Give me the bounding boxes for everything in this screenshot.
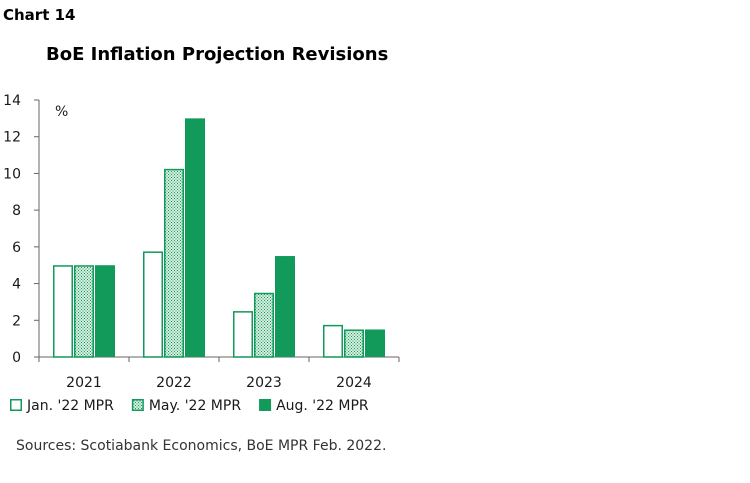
x-tick-label: 2024 [336,375,372,391]
y-tick-label: 2 [12,313,21,329]
y-tick-label: 10 [3,166,21,182]
bar-solid [185,118,205,357]
bar-hatched [254,292,274,358]
bar-hatched [74,265,94,358]
legend-swatch [259,399,272,411]
y-tick-label: 4 [12,277,21,293]
x-tick-label: 2022 [156,375,192,391]
bar-outline [233,311,253,358]
y-tick-label: 12 [3,130,21,146]
legend-label: Jan. '22 MPR [26,398,114,414]
legend-label: May. '22 MPR [149,398,241,414]
y-tick-label: 14 [3,93,21,109]
legend-label: Aug. '22 MPR [276,398,369,414]
bar-outline [143,251,163,358]
y-tick-label: 8 [12,203,21,219]
legend-swatch [131,399,144,411]
chart-number-label: Chart 14 [3,6,76,24]
source-note: Sources: Scotiabank Economics, BoE MPR F… [16,438,387,454]
x-tick-label: 2021 [66,375,102,391]
x-tick-label: 2023 [246,375,282,391]
bars [53,118,385,358]
bar-hatched [344,329,364,358]
bar-solid [365,329,385,357]
y-tick-label: 6 [12,240,21,256]
y-axis-unit-label: % [55,104,68,120]
bar-hatched [164,168,184,358]
bar-outline [323,324,343,358]
legend: Jan. '22 MPR May. '22 MPR Aug. '22 MPR [10,398,369,414]
legend-swatch [10,399,22,411]
bar-solid [95,265,115,357]
bar-solid [275,256,295,357]
chart-title: BoE Inflation Projection Revisions [46,44,389,65]
bar-outline [53,265,73,358]
y-tick-label: 0 [12,350,21,366]
